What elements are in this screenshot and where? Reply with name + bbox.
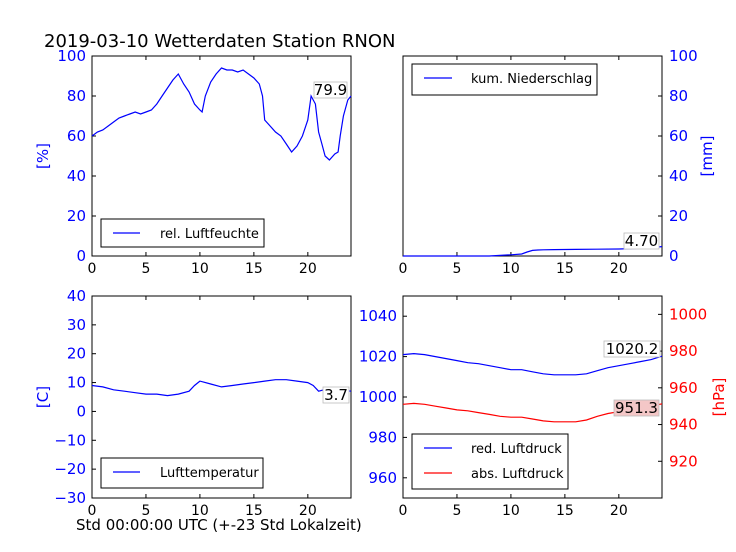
y-tick-label: 30 <box>67 316 86 334</box>
x-tick-label: 15 <box>556 503 574 519</box>
y-tick-label: 0 <box>76 402 86 420</box>
value-annotation: 1020.2 <box>606 340 659 358</box>
x-tick-label: 0 <box>88 503 97 519</box>
y-tick-label: 0 <box>76 247 86 265</box>
series-line <box>402 352 663 376</box>
value-annotation-box <box>613 399 660 417</box>
x-tick-label: 20 <box>610 503 628 519</box>
legend-entry: abs. Luftdruck <box>471 467 564 482</box>
x-tick-label: 0 <box>399 261 408 277</box>
y-right-tick-label: 920 <box>669 452 698 470</box>
legend-box <box>100 457 264 489</box>
y-right-axis-label: [hPa] <box>710 378 728 417</box>
y-tick-label: 80 <box>67 87 86 105</box>
y-tick-label: 20 <box>67 207 86 225</box>
x-tick-label: 15 <box>245 503 263 519</box>
y-axis-label: [%] <box>34 143 52 169</box>
y-right-tick-label: 960 <box>669 379 698 397</box>
y-right-tick-label: 1000 <box>669 305 707 323</box>
value-annotation: 3.7 <box>324 386 348 404</box>
x-tick-label: 10 <box>502 261 520 277</box>
value-annotation-box <box>322 386 350 404</box>
y-tick-label: 1040 <box>359 307 397 325</box>
x-tick-label: 5 <box>141 261 150 277</box>
x-tick-label: 10 <box>191 261 209 277</box>
x-tick-label: 20 <box>299 503 317 519</box>
legend-box <box>411 433 569 490</box>
y-tick-label: 1020 <box>359 348 397 366</box>
x-tick-label: 10 <box>502 503 520 519</box>
legend-entry: kum. Niederschlag <box>471 72 592 87</box>
y-tick-label: 1000 <box>359 388 397 406</box>
value-annotation: 4.70 <box>625 232 658 250</box>
x-axis-label: Std 00:00:00 UTC (+-23 Std Lokalzeit) <box>76 516 362 534</box>
series-line <box>91 379 352 397</box>
x-tick-label: 0 <box>399 503 408 519</box>
y-tick-label: 960 <box>368 469 397 487</box>
value-annotation: 79.9 <box>314 81 347 99</box>
y-right-tick-label: 980 <box>669 342 698 360</box>
y-tick-label: 40 <box>67 167 86 185</box>
y-tick-label: 60 <box>669 127 688 145</box>
y-tick-label: 10 <box>67 374 86 392</box>
x-tick-label: 20 <box>610 261 628 277</box>
x-tick-label: 5 <box>452 261 461 277</box>
value-annotation-box <box>313 81 348 99</box>
value-annotation-box <box>623 232 660 250</box>
y-tick-label: 100 <box>669 47 698 65</box>
value-annotation: 951.3 <box>615 399 658 417</box>
figure-title: 2019-03-10 Wetterdaten Station RNON <box>44 31 396 52</box>
legend-entry: rel. Luftfeuchte <box>160 227 259 242</box>
y-tick-label: 20 <box>669 207 688 225</box>
y-tick-label: 0 <box>669 247 679 265</box>
y-tick-label: 100 <box>57 47 86 65</box>
x-tick-label: 10 <box>191 503 209 519</box>
y-right-tick-label: 940 <box>669 416 698 434</box>
axes-frame <box>91 55 352 257</box>
x-tick-label: 0 <box>88 261 97 277</box>
legend-box <box>411 63 598 96</box>
axes-frame <box>402 55 663 257</box>
x-tick-label: 20 <box>299 261 317 277</box>
x-tick-label: 5 <box>141 503 150 519</box>
x-tick-label: 5 <box>452 503 461 519</box>
y-axis-label: [mm] <box>698 136 716 177</box>
y-tick-label: 80 <box>669 87 688 105</box>
x-tick-label: 15 <box>245 261 263 277</box>
y-axis-label: [C] <box>34 386 52 408</box>
y-tick-label: 980 <box>368 428 397 446</box>
y-tick-label: 40 <box>669 167 688 185</box>
legend-entry: Lufttemperatur <box>160 466 259 481</box>
series-line <box>403 246 663 257</box>
y-tick-label: 20 <box>67 345 86 363</box>
y-tick-label: −20 <box>54 460 86 478</box>
y-tick-label: −10 <box>54 431 86 449</box>
y-tick-label: 60 <box>67 127 86 145</box>
legend-entry: red. Luftdruck <box>471 442 562 457</box>
x-tick-label: 15 <box>556 261 574 277</box>
series-line <box>91 67 352 161</box>
axes-frame <box>91 295 352 499</box>
y-tick-label: −30 <box>54 489 86 507</box>
y-tick-label: 40 <box>67 287 86 305</box>
value-annotation-box <box>603 340 661 358</box>
